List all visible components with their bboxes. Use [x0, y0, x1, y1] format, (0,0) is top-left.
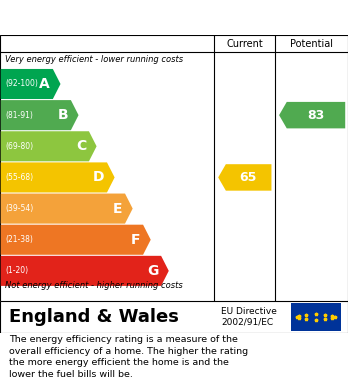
Text: Energy Efficiency Rating: Energy Efficiency Rating	[9, 10, 219, 25]
Text: (81-91): (81-91)	[5, 111, 33, 120]
Text: B: B	[57, 108, 68, 122]
Polygon shape	[1, 194, 133, 224]
Text: England & Wales: England & Wales	[9, 308, 179, 326]
Text: 65: 65	[240, 171, 257, 184]
Text: G: G	[147, 264, 158, 278]
Text: A: A	[39, 77, 50, 91]
Text: E: E	[113, 202, 122, 215]
Polygon shape	[1, 69, 61, 99]
Text: (69-80): (69-80)	[5, 142, 33, 151]
FancyBboxPatch shape	[291, 303, 341, 331]
Polygon shape	[1, 100, 79, 130]
Text: Potential: Potential	[290, 39, 333, 49]
Text: (92-100): (92-100)	[5, 79, 38, 88]
Text: (39-54): (39-54)	[5, 204, 33, 213]
Polygon shape	[1, 225, 151, 255]
Text: Current: Current	[226, 39, 263, 49]
Text: 83: 83	[307, 109, 324, 122]
Text: The energy efficiency rating is a measure of the
overall efficiency of a home. T: The energy efficiency rating is a measur…	[9, 335, 248, 379]
Polygon shape	[1, 162, 114, 192]
Polygon shape	[1, 256, 169, 286]
Text: D: D	[93, 170, 104, 185]
Text: F: F	[131, 233, 140, 247]
Text: (1-20): (1-20)	[5, 266, 28, 275]
Polygon shape	[1, 131, 97, 161]
Polygon shape	[218, 164, 271, 191]
Text: (55-68): (55-68)	[5, 173, 33, 182]
Text: (21-38): (21-38)	[5, 235, 33, 244]
Text: Not energy efficient - higher running costs: Not energy efficient - higher running co…	[5, 282, 183, 291]
Text: Very energy efficient - lower running costs: Very energy efficient - lower running co…	[5, 55, 183, 64]
Text: C: C	[76, 139, 86, 153]
Polygon shape	[279, 102, 345, 128]
Text: EU Directive
2002/91/EC: EU Directive 2002/91/EC	[221, 307, 277, 327]
